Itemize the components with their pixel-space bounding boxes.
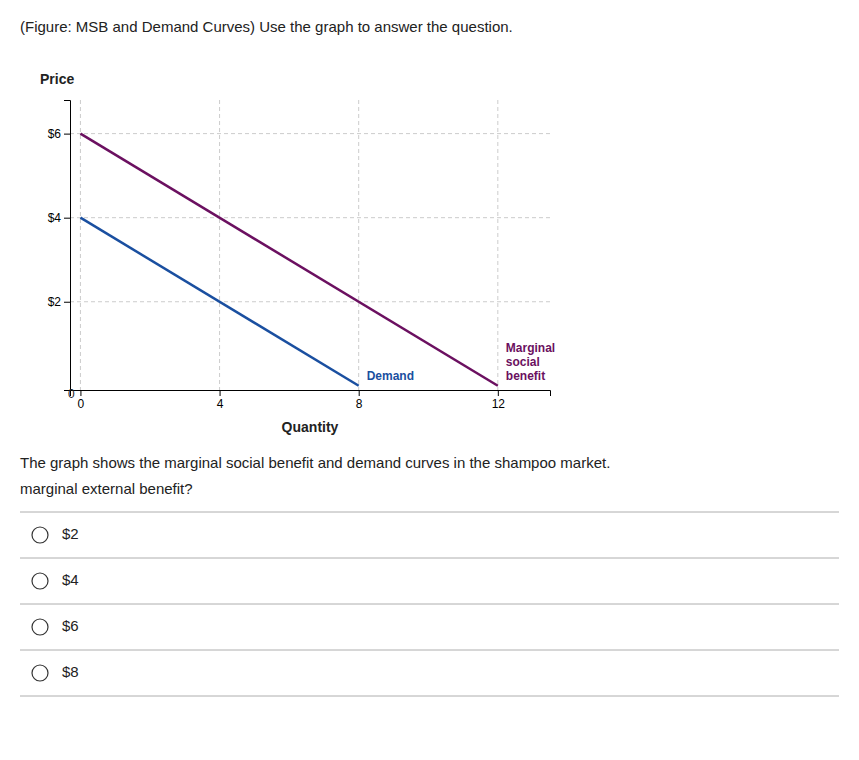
y-tick-label: $2 bbox=[48, 295, 62, 309]
choice-radio[interactable] bbox=[32, 573, 48, 589]
separator bbox=[20, 512, 839, 513]
lines bbox=[80, 134, 497, 386]
grid-line-x bbox=[358, 100, 359, 390]
plot: 0 4 8 12 $2 $4 $6 Quantity Price Demand Marginalso… bbox=[40, 71, 555, 435]
series-line bbox=[80, 218, 358, 386]
series-label: Demand bbox=[367, 369, 414, 383]
grid-line-x bbox=[219, 100, 220, 390]
x-tick-mark bbox=[80, 390, 81, 396]
x-axis: 0 4 8 12 bbox=[71, 390, 551, 411]
choice-label[interactable]: $6 bbox=[62, 617, 79, 634]
separator bbox=[20, 558, 839, 559]
y-tick: $2 bbox=[48, 295, 70, 309]
x-tick-label: 0 bbox=[78, 397, 85, 411]
x-tick-mark bbox=[498, 390, 499, 396]
y-tick-label: $4 bbox=[48, 211, 62, 225]
series-label-line: benefit bbox=[506, 369, 545, 383]
grid-line-y bbox=[70, 217, 550, 218]
series-label-line: Marginal bbox=[506, 341, 555, 355]
x-axis-line bbox=[71, 391, 551, 397]
x-tick-label: 12 bbox=[492, 397, 506, 411]
line-labels: Demand Marginalsocialbenefit bbox=[367, 341, 555, 383]
choice-label[interactable]: $2 bbox=[62, 525, 79, 542]
x-tick-label: 4 bbox=[217, 397, 224, 411]
series-label-line: social bbox=[506, 355, 540, 369]
choice-radio[interactable] bbox=[32, 527, 48, 543]
y-tick-mark bbox=[64, 134, 70, 135]
grid-line-y bbox=[70, 301, 550, 302]
x-tick: 0 bbox=[78, 390, 85, 411]
x-tick: 4 bbox=[217, 390, 224, 411]
separator bbox=[20, 650, 839, 651]
series-line bbox=[80, 134, 497, 386]
x-tick: 8 bbox=[356, 390, 363, 411]
series-label: Marginalsocialbenefit bbox=[506, 341, 555, 383]
chart-title: (Figure: MSB and Demand Curves) Use the … bbox=[20, 18, 513, 35]
chart-svg: (Figure: MSB and Demand Curves) Use the … bbox=[0, 0, 859, 760]
grid-line-x bbox=[497, 100, 498, 390]
y-tick: $4 bbox=[48, 211, 70, 225]
x-axis-title: Quantity bbox=[282, 419, 339, 435]
question-text: The graph shows the marginal social bene… bbox=[20, 454, 610, 471]
choice-label[interactable]: $4 bbox=[62, 571, 79, 588]
y-tick-mark bbox=[64, 218, 70, 219]
x-tick-label: 8 bbox=[356, 397, 363, 411]
x-tick-mark bbox=[359, 390, 360, 396]
separator bbox=[20, 696, 839, 697]
x-tick-mark bbox=[220, 390, 221, 396]
y-axis-title: Price bbox=[40, 71, 74, 87]
y-axis: $2 $4 $6 bbox=[48, 101, 71, 391]
y-tick: $6 bbox=[48, 127, 70, 141]
y-tick-mark bbox=[64, 302, 70, 303]
x-tick: 12 bbox=[492, 390, 506, 411]
separator bbox=[20, 604, 839, 605]
grid-line-y bbox=[70, 133, 550, 134]
grid bbox=[70, 100, 550, 390]
question-text: marginal external benefit? bbox=[20, 480, 193, 497]
choice-radio[interactable] bbox=[32, 665, 48, 681]
annotation: 0 bbox=[68, 387, 75, 401]
y-axis-line bbox=[64, 101, 71, 391]
grid-line-x bbox=[80, 100, 81, 390]
choice-radio[interactable] bbox=[32, 619, 48, 635]
choice-label[interactable]: $8 bbox=[62, 663, 79, 680]
y-tick-label: $6 bbox=[48, 127, 62, 141]
series-label-line: Demand bbox=[367, 369, 414, 383]
